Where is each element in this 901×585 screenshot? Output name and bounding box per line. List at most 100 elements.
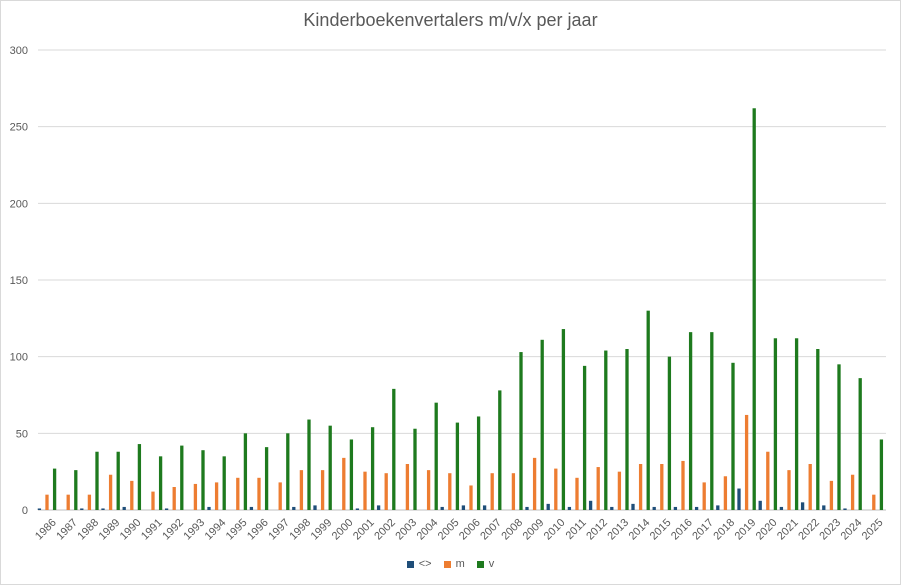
x-tick-label: 1994 bbox=[203, 517, 229, 543]
x-tick-label: 2008 bbox=[499, 517, 525, 543]
bar-v-2022 bbox=[816, 349, 820, 510]
legend-swatch bbox=[476, 560, 484, 568]
x-tick-label: 1988 bbox=[75, 517, 101, 543]
legend-swatch bbox=[443, 560, 451, 568]
bar-m-2010 bbox=[554, 468, 558, 510]
bar-m-2009 bbox=[532, 457, 537, 510]
legend-item: m bbox=[443, 558, 465, 570]
bar-v-2003 bbox=[413, 428, 417, 510]
bar-x-1988 bbox=[80, 508, 84, 510]
x-tick-label: 2001 bbox=[351, 517, 377, 543]
bar-x-1996 bbox=[249, 506, 254, 510]
bar-m-1991 bbox=[151, 491, 155, 510]
bar-v-2006 bbox=[476, 416, 481, 510]
bar-x-2006 bbox=[461, 505, 466, 510]
y-tick-label: 150 bbox=[10, 275, 28, 287]
x-tick-label: 2010 bbox=[542, 517, 568, 543]
bar-m-2000 bbox=[342, 457, 346, 510]
bar-v-1997 bbox=[286, 433, 290, 510]
bar-m-2012 bbox=[596, 467, 600, 510]
bar-m-1997 bbox=[278, 482, 282, 510]
x-tick-label: 1986 bbox=[33, 517, 59, 543]
bar-v-1998 bbox=[307, 419, 311, 510]
x-tick-label: 1987 bbox=[54, 517, 80, 543]
bar-v-1995 bbox=[243, 433, 248, 510]
legend-item: v bbox=[476, 558, 494, 570]
bar-m-1998 bbox=[299, 470, 304, 510]
bar-v-2017 bbox=[710, 332, 714, 510]
bar-m-1986 bbox=[45, 494, 49, 510]
bar-x-1999 bbox=[313, 505, 317, 510]
bar-x-1990 bbox=[122, 506, 126, 510]
bar-v-1991 bbox=[158, 456, 163, 510]
x-tick-label: 1992 bbox=[160, 517, 186, 543]
bar-v-1987 bbox=[74, 470, 78, 510]
bar-x-2010 bbox=[546, 503, 550, 510]
x-tick-label: 2007 bbox=[478, 517, 504, 543]
bar-v-2002 bbox=[392, 388, 396, 510]
bar-x-2022 bbox=[800, 502, 805, 510]
bar-v-2009 bbox=[540, 339, 544, 510]
bar-v-1986 bbox=[52, 468, 57, 510]
bar-m-2004 bbox=[426, 470, 431, 510]
bar-m-1994 bbox=[214, 482, 219, 510]
x-tick-label: 2014 bbox=[627, 517, 653, 543]
bar-m-2016 bbox=[681, 460, 685, 510]
x-tick-label: 1999 bbox=[309, 517, 335, 543]
x-tick-label: 2006 bbox=[457, 517, 483, 543]
bar-v-2011 bbox=[582, 365, 587, 510]
bar-m-2015 bbox=[660, 464, 664, 510]
bar-m-1988 bbox=[87, 494, 92, 510]
x-tick-label: 2011 bbox=[564, 517, 589, 542]
legend-swatch bbox=[406, 560, 414, 568]
bar-m-2006 bbox=[469, 485, 473, 510]
bar-x-1986 bbox=[37, 508, 42, 510]
bar-m-1992 bbox=[172, 487, 176, 510]
x-tick-label: 2009 bbox=[521, 517, 547, 543]
bar-m-2014 bbox=[638, 464, 643, 510]
x-tick-label: 2023 bbox=[817, 517, 843, 543]
bar-v-1996 bbox=[264, 447, 269, 510]
x-tick-label: 2020 bbox=[754, 517, 780, 543]
x-tick-label: 2004 bbox=[415, 517, 441, 543]
bar-x-2020 bbox=[758, 500, 762, 510]
bar-x-2016 bbox=[673, 506, 678, 510]
bar-x-2011 bbox=[567, 506, 572, 510]
bar-v-2010 bbox=[561, 329, 566, 510]
bar-v-1988 bbox=[95, 451, 99, 510]
y-tick-label: 250 bbox=[10, 122, 28, 134]
bar-m-2001 bbox=[363, 471, 367, 510]
bar-m-1995 bbox=[236, 477, 240, 510]
bar-m-1999 bbox=[320, 470, 325, 510]
chart-legend: <> m v bbox=[0, 558, 901, 571]
x-tick-label: 2002 bbox=[372, 517, 398, 543]
bar-m-1987 bbox=[66, 494, 70, 510]
bar-x-1994 bbox=[207, 506, 211, 510]
x-tick-label: 2003 bbox=[393, 517, 419, 543]
chart-title: Kinderboekenvertalers m/v/x per jaar bbox=[303, 10, 598, 30]
bar-v-2013 bbox=[625, 349, 629, 510]
bar-m-2018 bbox=[723, 476, 728, 510]
bar-v-2014 bbox=[646, 310, 650, 510]
x-tick-label: 2019 bbox=[733, 517, 759, 543]
bar-m-2020 bbox=[766, 451, 770, 510]
bar-v-2004 bbox=[434, 402, 438, 510]
x-tick-label: 1991 bbox=[139, 517, 165, 543]
x-tick-label: 1995 bbox=[224, 517, 250, 543]
x-tick-label: 2016 bbox=[669, 517, 695, 543]
bar-x-2014 bbox=[631, 503, 635, 510]
bar-x-2024 bbox=[843, 508, 847, 510]
bar-x-1998 bbox=[292, 506, 296, 510]
bar-x-2013 bbox=[610, 506, 614, 510]
bar-v-2021 bbox=[794, 338, 799, 510]
bar-v-2020 bbox=[773, 338, 778, 510]
bar-x-2023 bbox=[822, 505, 826, 510]
bar-x-1989 bbox=[101, 508, 105, 510]
x-tick-label: 2017 bbox=[690, 517, 716, 543]
bar-v-1990 bbox=[137, 444, 142, 510]
bar-m-2003 bbox=[405, 464, 410, 510]
y-tick-label: 200 bbox=[10, 198, 28, 210]
bar-m-2019 bbox=[744, 414, 749, 510]
x-tick-label: 2000 bbox=[330, 517, 356, 543]
bar-x-2018 bbox=[716, 505, 720, 510]
